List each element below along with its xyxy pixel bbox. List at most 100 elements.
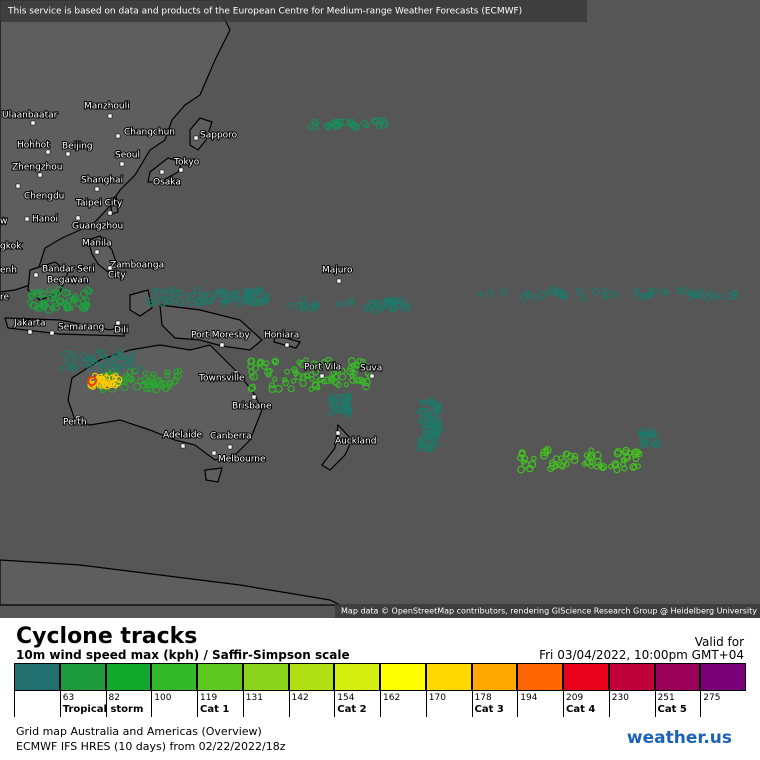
scale-tick-label: 275 bbox=[703, 693, 721, 703]
city-label: Tokyo bbox=[173, 158, 200, 168]
track-point bbox=[647, 288, 654, 295]
track-point bbox=[639, 430, 646, 437]
track-point bbox=[731, 289, 738, 297]
scale-swatch bbox=[563, 663, 609, 691]
city-marker bbox=[107, 210, 113, 216]
track-point bbox=[151, 287, 159, 295]
category-label: Cat 3 bbox=[474, 704, 504, 715]
track-point bbox=[650, 287, 658, 295]
track-point bbox=[332, 404, 341, 413]
scale-tick-label: 82 bbox=[108, 693, 120, 703]
track-point bbox=[425, 445, 433, 452]
track-point bbox=[311, 303, 319, 311]
track-point bbox=[428, 412, 436, 420]
city-marker bbox=[193, 135, 199, 141]
city-label: Chengdu bbox=[24, 192, 64, 202]
track-point bbox=[299, 373, 307, 381]
track-point bbox=[251, 364, 259, 372]
track-point bbox=[248, 383, 257, 392]
track-point bbox=[686, 293, 694, 300]
track-point bbox=[346, 392, 352, 399]
track-point bbox=[563, 460, 570, 467]
scale-tick bbox=[105, 691, 107, 717]
track-point bbox=[340, 300, 347, 306]
track-point bbox=[74, 299, 82, 307]
scale-swatch bbox=[105, 663, 152, 691]
scale-swatch bbox=[608, 663, 655, 691]
city-label: Majuro bbox=[322, 266, 353, 276]
track-point bbox=[433, 440, 440, 448]
track-point bbox=[56, 297, 64, 306]
legend-title: Cyclone tracks bbox=[16, 624, 198, 649]
category-label: Cat 1 bbox=[200, 704, 230, 715]
footer-line: ECMWF IFS HRES (10 days) from 02/22/2022… bbox=[16, 740, 286, 753]
scale-swatch bbox=[242, 663, 289, 691]
track-point bbox=[571, 452, 579, 460]
track-point bbox=[257, 360, 263, 366]
city-marker bbox=[233, 370, 239, 376]
city-label: enh bbox=[0, 266, 17, 276]
city-label: Port Moresby bbox=[191, 331, 250, 341]
track-point bbox=[264, 368, 272, 376]
track-point bbox=[220, 289, 228, 297]
city-label: Shanghai bbox=[81, 176, 123, 186]
track-point bbox=[659, 288, 668, 296]
track-point bbox=[376, 117, 385, 125]
track-point bbox=[431, 424, 440, 433]
track-point bbox=[548, 286, 557, 294]
scale-swatch bbox=[380, 663, 426, 691]
track-point bbox=[199, 292, 205, 299]
track-point bbox=[173, 368, 180, 375]
track-point bbox=[588, 460, 594, 466]
track-point bbox=[583, 459, 591, 467]
track-point bbox=[517, 465, 526, 474]
scale-tick bbox=[380, 691, 381, 717]
track-point bbox=[171, 289, 179, 298]
track-point bbox=[575, 287, 584, 296]
track-point bbox=[63, 358, 70, 365]
track-point bbox=[404, 304, 411, 311]
city-label: Guangzhou bbox=[72, 222, 123, 232]
track-point bbox=[169, 286, 177, 294]
city-marker bbox=[211, 450, 217, 456]
track-point bbox=[166, 296, 175, 305]
scale-tick-label: 154 bbox=[337, 693, 355, 703]
track-point bbox=[547, 465, 555, 473]
track-point bbox=[121, 379, 128, 386]
cyclone-tracks bbox=[27, 117, 739, 474]
track-point bbox=[101, 353, 108, 360]
category-label: Tropical storm bbox=[62, 704, 144, 715]
track-point bbox=[294, 302, 303, 311]
track-point bbox=[251, 300, 258, 307]
track-point bbox=[321, 358, 328, 366]
city-marker bbox=[49, 330, 55, 336]
track-point bbox=[46, 287, 52, 293]
track-point bbox=[272, 376, 278, 382]
scale-swatch bbox=[334, 663, 380, 691]
city-label: Brisbane bbox=[232, 402, 272, 412]
track-point bbox=[623, 453, 631, 460]
track-point bbox=[254, 289, 261, 296]
track-point bbox=[558, 455, 565, 461]
track-point bbox=[35, 305, 43, 312]
track-point bbox=[290, 378, 297, 384]
track-point bbox=[516, 454, 524, 462]
track-point bbox=[246, 287, 253, 294]
track-point bbox=[63, 306, 70, 312]
city-label: Jakarta bbox=[13, 319, 45, 329]
track-point bbox=[350, 362, 357, 369]
track-point bbox=[520, 458, 527, 465]
city-marker bbox=[115, 133, 121, 139]
city-marker bbox=[369, 373, 375, 379]
track-point bbox=[148, 374, 156, 382]
scale-tick bbox=[288, 691, 290, 717]
track-point bbox=[324, 356, 333, 365]
track-point bbox=[115, 363, 123, 371]
track-point bbox=[621, 465, 628, 472]
track-point bbox=[118, 348, 125, 355]
scale-swatch bbox=[14, 663, 60, 691]
track-point bbox=[601, 288, 608, 295]
scale-tick bbox=[59, 691, 61, 717]
track-point bbox=[499, 288, 507, 296]
city-label: Melbourne bbox=[218, 455, 266, 465]
